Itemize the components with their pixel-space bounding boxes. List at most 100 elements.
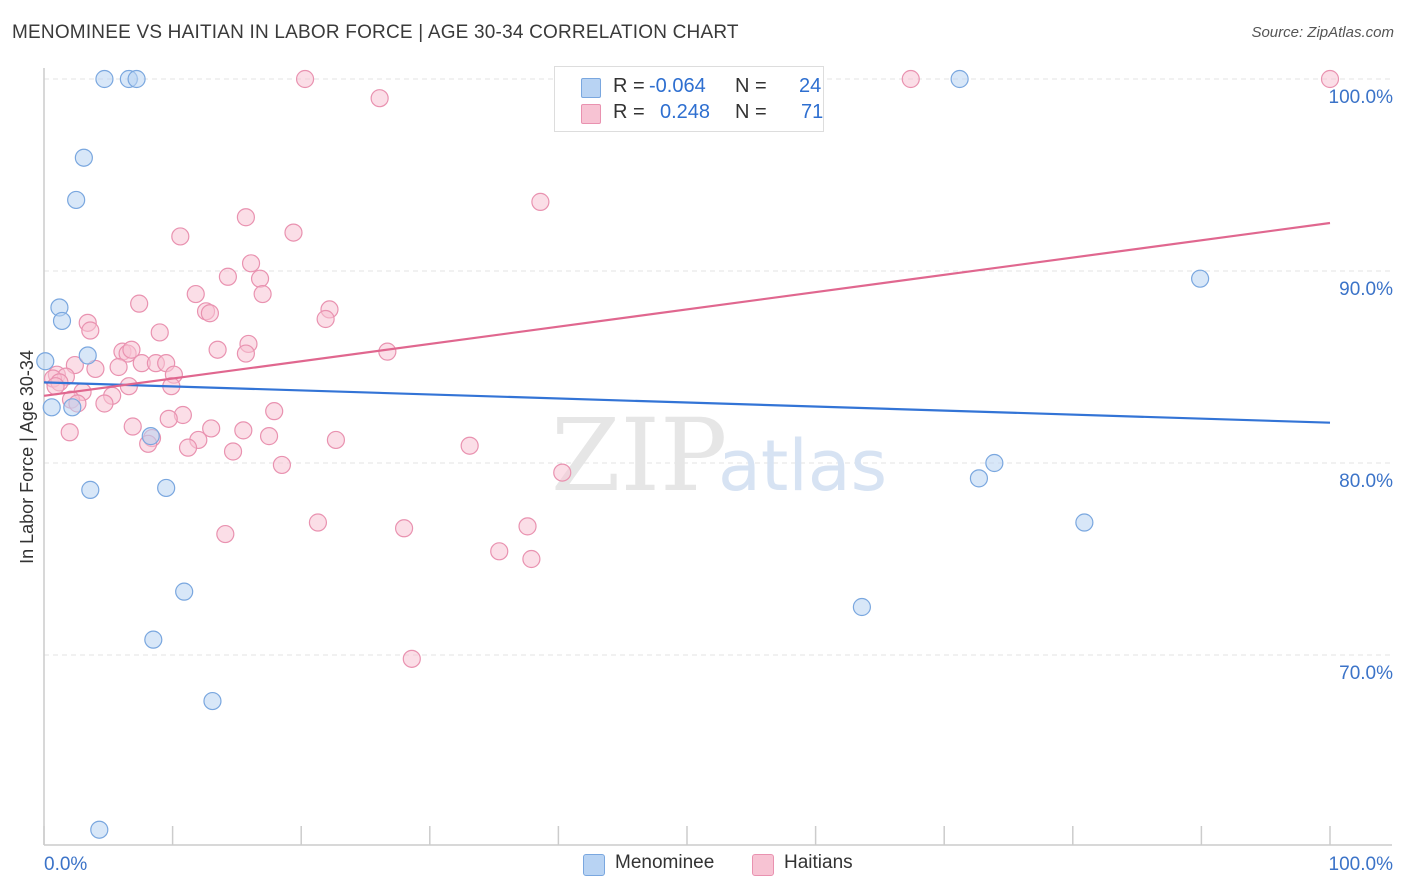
- haitians-point: [394, 519, 414, 538]
- haitians-point: [326, 430, 346, 450]
- menominee-point: [52, 311, 72, 331]
- haitians-point: [490, 542, 509, 561]
- haitians-point: [241, 254, 261, 273]
- haitians-point: [236, 344, 256, 363]
- haitians-point: [122, 340, 141, 359]
- trend-lines: [43, 221, 1331, 424]
- haitians-point: [216, 524, 235, 544]
- haitians-point: [250, 269, 270, 288]
- haitians-point: [159, 409, 178, 428]
- menominee-point: [985, 453, 1004, 473]
- menominee-point: [36, 352, 55, 371]
- haitians-point: [150, 323, 169, 342]
- haitians-point: [259, 427, 279, 446]
- haitians-point: [901, 69, 920, 89]
- haitians-point: [109, 357, 128, 377]
- x-tick-label: 0.0%: [44, 854, 87, 875]
- x-tick-label: 100.0%: [1329, 854, 1394, 875]
- watermark: ZIP atlas: [551, 397, 887, 514]
- haitians-point: [518, 517, 537, 536]
- haitians-swatch: [581, 104, 601, 124]
- haitians-point: [208, 340, 227, 359]
- menominee-point: [81, 480, 100, 499]
- r-label: R =: [613, 75, 645, 97]
- haitians-point: [378, 342, 397, 361]
- haitians-point: [460, 436, 479, 455]
- legend-label-menominee: Menominee: [615, 852, 715, 873]
- haitians-point: [60, 423, 79, 442]
- menominee-point: [144, 630, 163, 649]
- watermark-atlas: atlas: [718, 425, 887, 507]
- haitians-point: [253, 284, 272, 304]
- menominee-trend-line: [43, 381, 1331, 424]
- haitians-point: [522, 549, 541, 569]
- legend-swatch-haitians: [752, 854, 774, 876]
- haitians-point: [316, 309, 335, 329]
- y-axis-label: In Labor Force | Age 30-34: [17, 350, 37, 564]
- haitians-point: [1320, 69, 1340, 89]
- haitians-point: [46, 377, 65, 396]
- haitians-point: [130, 294, 149, 313]
- haitians-point: [308, 513, 328, 532]
- legend-swatch-menominee: [583, 854, 605, 876]
- axes: [43, 68, 1392, 846]
- y-tick-label: 70.0%: [1339, 663, 1393, 684]
- r-value: -0.064: [649, 75, 706, 97]
- haitians-point: [86, 359, 105, 379]
- menominee-point: [203, 691, 222, 711]
- haitians-point: [123, 417, 142, 436]
- haitians-point: [531, 192, 550, 211]
- haitians-point: [370, 89, 389, 108]
- menominee-point: [127, 69, 146, 89]
- haitians-point: [186, 284, 205, 304]
- y-tick-label: 90.0%: [1339, 279, 1393, 300]
- haitians-point: [95, 394, 114, 413]
- n-value: 71: [801, 101, 824, 123]
- chart-title: MENOMINEE VS HAITIAN IN LABOR FORCE | AG…: [12, 22, 739, 43]
- haitians-trend-line: [43, 221, 1331, 397]
- menominee-point: [42, 398, 61, 417]
- n-value: 24: [799, 75, 822, 97]
- haitians-point: [265, 402, 284, 421]
- menominee-point: [157, 478, 176, 498]
- menominee-point: [63, 398, 82, 417]
- y-tick-label: 100.0%: [1329, 87, 1394, 108]
- r-value: 0.248: [660, 101, 711, 123]
- menominee-point: [95, 69, 114, 89]
- watermark-zip: ZIP: [551, 397, 727, 514]
- menominee-point: [74, 148, 93, 167]
- haitians-point: [218, 267, 237, 286]
- menominee-point: [852, 597, 871, 617]
- haitians-point: [234, 421, 253, 440]
- stats-box: R = -0.064 N = 24 R = 0.248 N = 71: [554, 66, 824, 132]
- haitians-point: [295, 69, 315, 89]
- chart-source: Source: ZipAtlas.com: [1251, 24, 1394, 41]
- n-label: N =: [735, 101, 767, 123]
- menominee-point: [950, 69, 969, 89]
- haitians-point: [402, 649, 421, 668]
- haitians-point: [553, 463, 572, 482]
- menominee-point: [90, 820, 109, 839]
- menominee-swatch: [581, 78, 601, 98]
- n-label: N =: [735, 75, 767, 97]
- haitians-point: [236, 208, 256, 227]
- menominee-point: [1075, 513, 1094, 532]
- y-tick-label: 80.0%: [1339, 471, 1393, 492]
- tick-labels: 70.0% 80.0% 90.0% 100.0% 0.0% 100.0%: [44, 87, 1393, 875]
- haitians-point: [171, 227, 190, 246]
- menominee-point: [78, 346, 97, 365]
- haitians-point: [202, 419, 221, 438]
- haitians-point: [200, 304, 219, 323]
- haitians-point: [81, 321, 100, 340]
- data-points: [36, 69, 1340, 839]
- haitians-point: [272, 455, 292, 475]
- haitians-point: [223, 442, 243, 461]
- r-label: R =: [613, 101, 645, 123]
- menominee-point: [141, 427, 160, 446]
- legend-label-haitians: Haitians: [784, 852, 853, 873]
- grid-lines: [44, 78, 1390, 656]
- menominee-point: [67, 190, 86, 210]
- haitians-point: [178, 438, 198, 457]
- menominee-point: [175, 582, 194, 601]
- haitians-point: [284, 223, 303, 242]
